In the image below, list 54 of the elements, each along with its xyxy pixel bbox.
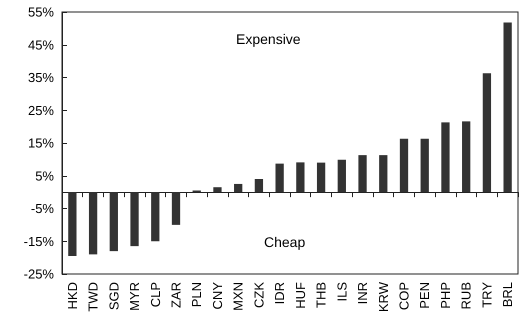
bar bbox=[275, 164, 284, 192]
bar bbox=[462, 121, 470, 192]
x-tick-label: PLN bbox=[189, 282, 204, 308]
bar bbox=[68, 192, 77, 256]
bar bbox=[254, 179, 264, 192]
bar bbox=[213, 187, 222, 192]
x-tick-label: INR bbox=[355, 282, 370, 304]
bar bbox=[234, 184, 242, 192]
x-tick-label: TWD bbox=[86, 282, 101, 312]
annotation: Expensive bbox=[236, 31, 301, 47]
x-tick-label: IDR bbox=[272, 282, 288, 304]
y-tick-label: -5% bbox=[30, 201, 54, 216]
x-tick-label: BRL bbox=[500, 282, 516, 308]
x-tick-label: PHP bbox=[438, 282, 453, 309]
x-tick-label: CLP bbox=[148, 282, 163, 308]
y-tick-label: -15% bbox=[24, 234, 54, 249]
x-tick-label: THB bbox=[314, 282, 329, 308]
x-tick-label: PEN bbox=[417, 282, 432, 309]
bar bbox=[151, 192, 160, 242]
bar bbox=[296, 162, 305, 192]
y-tick-label: 35% bbox=[28, 70, 54, 85]
x-tick-label: ZAR bbox=[168, 282, 184, 308]
x-tick-label: HKD bbox=[64, 282, 80, 310]
y-tick-label: 25% bbox=[28, 102, 54, 118]
y-tick-label: 5% bbox=[35, 168, 54, 184]
annotation: Cheap bbox=[264, 234, 306, 250]
y-tick-label: 15% bbox=[28, 136, 54, 150]
bar bbox=[400, 138, 408, 192]
bar bbox=[503, 22, 512, 192]
bar bbox=[130, 192, 139, 246]
x-tick-label: CZK bbox=[251, 282, 266, 308]
bar bbox=[379, 155, 388, 192]
bar bbox=[88, 192, 98, 254]
bar bbox=[420, 138, 429, 192]
x-tick-label: TRY bbox=[479, 282, 494, 308]
x-tick-label: COP bbox=[396, 282, 412, 310]
y-tick-label: 55% bbox=[28, 4, 54, 20]
bar bbox=[110, 192, 118, 252]
bar bbox=[358, 155, 367, 192]
bar bbox=[172, 192, 180, 225]
x-tick-label: HUF bbox=[292, 282, 308, 309]
bar bbox=[482, 73, 492, 192]
bar bbox=[441, 122, 450, 192]
x-tick-label: KRW bbox=[376, 281, 391, 312]
bar bbox=[338, 160, 346, 192]
y-tick-label: -25% bbox=[24, 266, 54, 282]
x-tick-label: RUB bbox=[458, 282, 474, 310]
x-tick-label: CNY bbox=[210, 282, 225, 310]
x-tick-label: MXN bbox=[230, 282, 246, 311]
x-tick-label: ILS bbox=[334, 282, 350, 302]
x-tick-label: MYR bbox=[127, 282, 142, 311]
bar bbox=[316, 162, 326, 192]
y-tick-label: 45% bbox=[28, 37, 54, 52]
x-tick-label: SGD bbox=[106, 282, 122, 310]
